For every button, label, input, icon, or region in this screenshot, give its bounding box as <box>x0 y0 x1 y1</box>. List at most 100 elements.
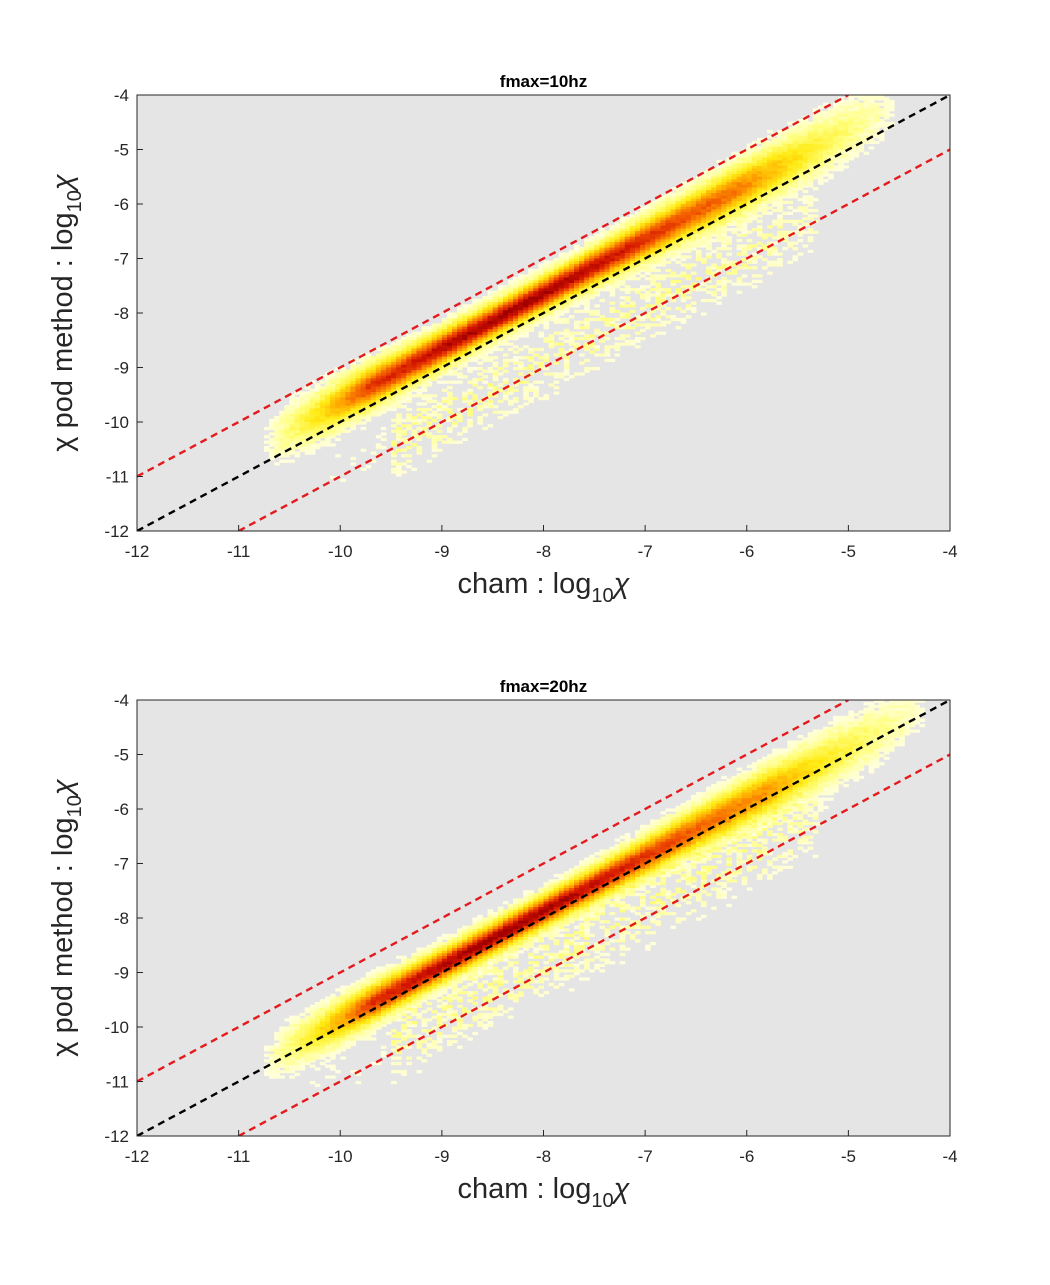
heatmap-cell <box>432 1040 438 1043</box>
heatmap-cell <box>605 353 611 356</box>
heatmap-cell <box>528 277 534 280</box>
heatmap-cell <box>376 969 382 972</box>
heatmap-cell <box>447 343 453 346</box>
heatmap-cell <box>833 103 839 106</box>
heatmap-cell <box>376 364 382 367</box>
heatmap-cell <box>803 231 809 234</box>
heatmap-cell <box>417 375 423 378</box>
heatmap-cell <box>584 318 590 321</box>
heatmap-cell <box>381 364 387 367</box>
heatmap-cell <box>320 1046 326 1049</box>
heatmap-cell <box>396 1062 402 1065</box>
heatmap-cell <box>777 223 783 226</box>
heatmap-cell <box>386 386 392 389</box>
heatmap-cell <box>391 964 397 967</box>
heatmap-cell <box>630 266 636 269</box>
heatmap-cell <box>523 299 529 302</box>
heatmap-cell <box>569 332 575 335</box>
heatmap-cell <box>767 179 773 182</box>
heatmap-cell <box>442 343 448 346</box>
heatmap-cell <box>330 386 336 389</box>
heatmap-cell <box>513 367 519 370</box>
heatmap-cell <box>295 430 301 433</box>
heatmap-cell <box>691 244 697 247</box>
heatmap-cell <box>427 1046 433 1049</box>
heatmap-cell <box>477 416 483 419</box>
heatmap-cell <box>467 1037 473 1040</box>
heatmap-cell <box>391 430 397 433</box>
heatmap-cell <box>366 980 372 983</box>
heatmap-cell <box>559 321 565 324</box>
heatmap-cell <box>554 332 560 335</box>
heatmap-cell <box>396 980 402 983</box>
heatmap-cell <box>452 370 458 373</box>
heatmap-cell <box>823 135 829 138</box>
heatmap-cell <box>401 343 407 346</box>
heatmap-cell <box>406 441 412 444</box>
heatmap-cell <box>686 285 692 288</box>
heatmap-cell <box>721 212 727 215</box>
heatmap-cell <box>381 1024 387 1027</box>
heatmap-cell <box>564 329 570 332</box>
heatmap-cell <box>462 310 468 313</box>
heatmap-cell <box>874 125 880 128</box>
heatmap-cell <box>747 168 753 171</box>
heatmap-cell <box>686 190 692 193</box>
heatmap-cell <box>422 1010 428 1013</box>
heatmap-cell <box>625 255 631 258</box>
heatmap-cell <box>645 299 651 302</box>
heatmap-cell <box>635 332 641 335</box>
heatmap-cell <box>417 408 423 411</box>
heatmap-cell <box>447 994 453 997</box>
heatmap-cell <box>483 958 489 961</box>
heatmap-cell <box>742 201 748 204</box>
heatmap-cell <box>782 190 788 193</box>
heatmap-cell <box>330 1002 336 1005</box>
heatmap-cell <box>330 1057 336 1060</box>
heatmap-cell <box>432 1046 438 1049</box>
heatmap-cell <box>437 1046 443 1049</box>
heatmap-cell <box>620 244 626 247</box>
heatmap-cell <box>701 258 707 261</box>
heatmap-cell <box>843 165 849 168</box>
heatmap-cell <box>335 997 341 1000</box>
heatmap-cell <box>477 367 483 370</box>
heatmap-cell <box>417 452 423 455</box>
heatmap-cell <box>432 1016 438 1019</box>
heatmap-cell <box>676 187 682 190</box>
heatmap-cell <box>417 419 423 422</box>
heatmap-cell <box>472 980 478 983</box>
heatmap-cell <box>594 318 600 321</box>
heatmap-cell <box>305 1035 311 1038</box>
heatmap-cell <box>320 419 326 422</box>
heatmap-cell <box>716 253 722 256</box>
heatmap-cell <box>325 1013 331 1016</box>
heatmap-cell <box>625 277 631 280</box>
heatmap-cell <box>666 274 672 277</box>
heatmap-cell <box>452 321 458 324</box>
heatmap-cell <box>808 209 814 212</box>
heatmap-cell <box>417 958 423 961</box>
heatmap-cell <box>391 462 397 465</box>
heatmap-cell <box>630 310 636 313</box>
heatmap-cell <box>310 441 316 444</box>
heatmap-cell <box>513 288 519 291</box>
heatmap-cell <box>655 299 661 302</box>
heatmap-cell <box>422 332 428 335</box>
heatmap-cell <box>803 217 809 220</box>
heatmap-cell <box>777 234 783 237</box>
heatmap-cell <box>518 310 524 313</box>
heatmap-cell <box>610 307 616 310</box>
heatmap-cell <box>711 212 717 215</box>
heatmap-cell <box>356 364 362 367</box>
heatmap-cell <box>442 353 448 356</box>
heatmap-cell <box>467 381 473 384</box>
heatmap-cell <box>477 419 483 422</box>
heatmap-cell <box>599 299 605 302</box>
heatmap-cell <box>711 239 717 242</box>
heatmap-cell <box>747 212 753 215</box>
heatmap-cell <box>462 1024 468 1027</box>
heatmap-cell <box>432 948 438 951</box>
heatmap-cell <box>528 348 534 351</box>
heatmap-cell <box>366 1024 372 1027</box>
